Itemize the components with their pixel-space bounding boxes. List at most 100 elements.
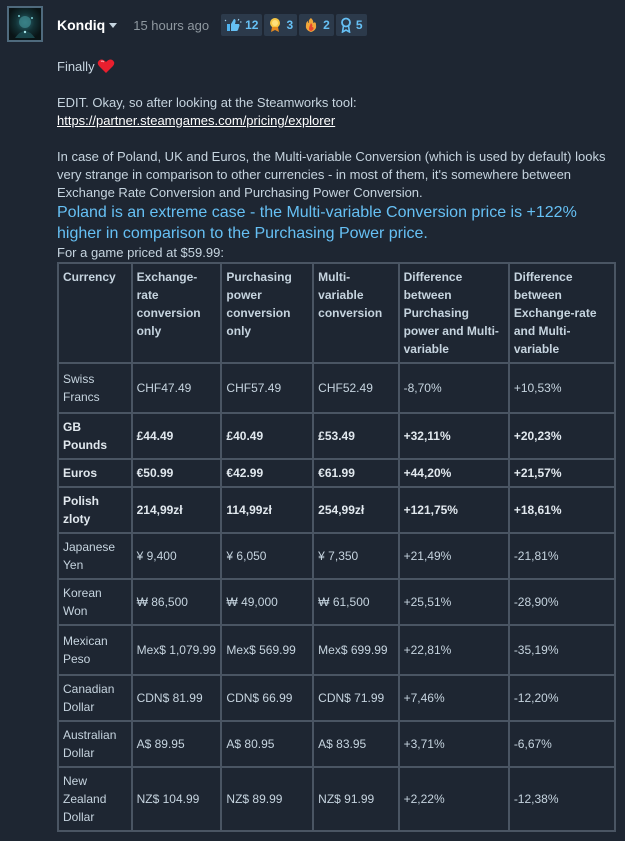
currency-name-cell: Korean Won (57, 578, 133, 626)
table-cell: CHF52.49 (312, 362, 400, 414)
table-cell: ¥ 6,050 (220, 532, 315, 580)
award-fire-heart[interactable]: 2 (299, 14, 334, 36)
table-cell: €50.99 (130, 458, 223, 488)
table-cell: 114,99zł (220, 486, 315, 534)
table-cell: ¥ 9,400 (130, 532, 223, 580)
table-row: New Zealand Dollar NZ$ 104.99 NZ$ 89.99 NZ$… (57, 766, 617, 832)
table-cell: -6,67% (507, 720, 617, 768)
table-row: Mexican Peso Mex$ 1,079.99 Mex$ 569.99 Mex$… (57, 624, 617, 676)
table-cell: -35,19% (507, 624, 617, 676)
award-count: 12 (245, 18, 259, 32)
table-cell: 254,99zł (312, 486, 400, 534)
author-menu-caret-icon[interactable] (109, 22, 118, 28)
header-purchasing-power: Purchasing power conversion only (220, 262, 315, 364)
finally-text: Finally (57, 59, 95, 74)
table-cell: A$ 80.95 (220, 720, 315, 768)
currency-name-cell: Polish zloty (57, 486, 133, 534)
table-header-row: Currency Exchange-rate conversion only P… (57, 262, 617, 364)
table-cell: NZ$ 91.99 (312, 766, 400, 832)
comment-line-finally: Finally (57, 58, 617, 76)
table-cell: ₩ 61,500 (312, 578, 400, 626)
table-cell: +3,71% (397, 720, 510, 768)
table-cell: +2,22% (397, 766, 510, 832)
edit-intro: EDIT. Okay, so after looking at the Stea… (57, 95, 357, 110)
highlight-text: Poland is an extreme case - the Multi-va… (57, 204, 577, 242)
table-cell: CHF57.49 (220, 362, 315, 414)
currency-name-cell: Mexican Peso (57, 624, 133, 676)
table-row: Canadian Dollar CDN$ 81.99 CDN$ 66.99 CDN$ … (57, 674, 617, 722)
table-cell: +25,51% (397, 578, 510, 626)
award-golden-trophy[interactable]: 3 (264, 14, 298, 36)
header-currency: Currency (57, 262, 133, 364)
table-cell: CDN$ 66.99 (220, 674, 315, 722)
table-cell: NZ$ 104.99 (130, 766, 223, 832)
golden-trophy-award-icon (270, 18, 281, 32)
awards-bar: 12 3 2 (221, 14, 367, 36)
thumbs-up-award-icon (224, 18, 242, 31)
avatar-image-icon (15, 15, 35, 38)
avatar[interactable] (7, 6, 43, 42)
table-row: Swiss Francs CHF47.49 CHF57.49 CHF52.49 -8,7… (57, 362, 617, 414)
table-row: Polish zloty 214,99zł 114,99zł 254,99zł +121… (57, 486, 617, 534)
table-cell: CDN$ 71.99 (312, 674, 400, 722)
table-cell: €42.99 (220, 458, 315, 488)
table-cell: Mex$ 1,079.99 (130, 624, 223, 676)
award-count: 5 (355, 18, 363, 32)
table-cell: £40.49 (220, 412, 315, 460)
table-row: GB Pounds £44.49 £40.49 £53.49 +32,11% +20,23… (57, 412, 617, 460)
award-thumbs-up[interactable]: 12 (221, 14, 263, 36)
table-cell: A$ 83.95 (312, 720, 400, 768)
table-cell: 214,99zł (130, 486, 223, 534)
heart-emoji-icon (97, 59, 114, 73)
table-cell: +18,61% (507, 486, 617, 534)
table-cell: €61.99 (312, 458, 400, 488)
table-cell: +7,46% (397, 674, 510, 722)
currency-name-cell: New Zealand Dollar (57, 766, 133, 832)
table-cell: +32,11% (397, 412, 510, 460)
table-cell: CDN$ 81.99 (130, 674, 223, 722)
table-row: Australian Dollar A$ 89.95 A$ 80.95 A$ 83.9… (57, 720, 617, 768)
header-multi-variable: Multi-variable conversion (312, 262, 400, 364)
comment-body: Finally EDIT. Okay, so after looking at … (57, 58, 617, 832)
table-cell: £44.49 (130, 412, 223, 460)
award-ribbon[interactable]: 5 (335, 14, 367, 36)
table-row: Korean Won ₩ 86,500 ₩ 49,000 ₩ 61,500 +25,51… (57, 578, 617, 626)
currency-name-cell: GB Pounds (57, 412, 133, 460)
comment-timestamp: 15 hours ago (133, 17, 210, 33)
price-comparison-table: Currency Exchange-rate conversion only P… (57, 262, 617, 832)
table-cell: +22,81% (397, 624, 510, 676)
currency-name-cell: Japanese Yen (57, 532, 133, 580)
table-cell: NZ$ 89.99 (220, 766, 315, 832)
header-diff-purchasing: Difference between Purchasing power and … (397, 262, 510, 364)
steamworks-pricing-link[interactable]: https://partner.steamgames.com/pricing/e… (57, 113, 336, 128)
table-cell: £53.49 (312, 412, 400, 460)
table-caption: For a game priced at $59.99: (57, 245, 224, 260)
header-exchange-rate: Exchange-rate conversion only (130, 262, 223, 364)
table-cell: +21,57% (507, 458, 617, 488)
table-cell: +20,23% (507, 412, 617, 460)
award-count: 2 (323, 18, 330, 32)
table-cell: -8,70% (397, 362, 510, 414)
table-cell: +121,75% (397, 486, 510, 534)
table-cell: A$ 89.95 (130, 720, 223, 768)
explanation-paragraph: In case of Poland, UK and Euros, the Mul… (57, 149, 606, 200)
currency-name-cell: Euros (57, 458, 133, 488)
award-count: 3 (286, 18, 294, 32)
ribbon-award-icon (340, 17, 351, 33)
table-cell: Mex$ 569.99 (220, 624, 315, 676)
table-cell: -21,81% (507, 532, 617, 580)
fire-heart-award-icon (306, 18, 317, 32)
table-cell: ₩ 49,000 (220, 578, 315, 626)
table-cell: -28,90% (507, 578, 617, 626)
author-name[interactable]: Kondiq (57, 17, 106, 33)
table-cell: CHF47.49 (130, 362, 223, 414)
table-row: Japanese Yen ¥ 9,400 ¥ 6,050 ¥ 7,350 +21,49%… (57, 532, 617, 580)
table-row: Euros €50.99 €42.99 €61.99 +44,20% +21,57% (57, 458, 617, 488)
table-cell: +21,49% (397, 532, 510, 580)
table-cell: ¥ 7,350 (312, 532, 400, 580)
table-cell: ₩ 86,500 (130, 578, 223, 626)
header-diff-exchange: Difference between Exchange-rate and Mul… (507, 262, 617, 364)
table-cell: +10,53% (507, 362, 617, 414)
table-cell: -12,38% (507, 766, 617, 832)
